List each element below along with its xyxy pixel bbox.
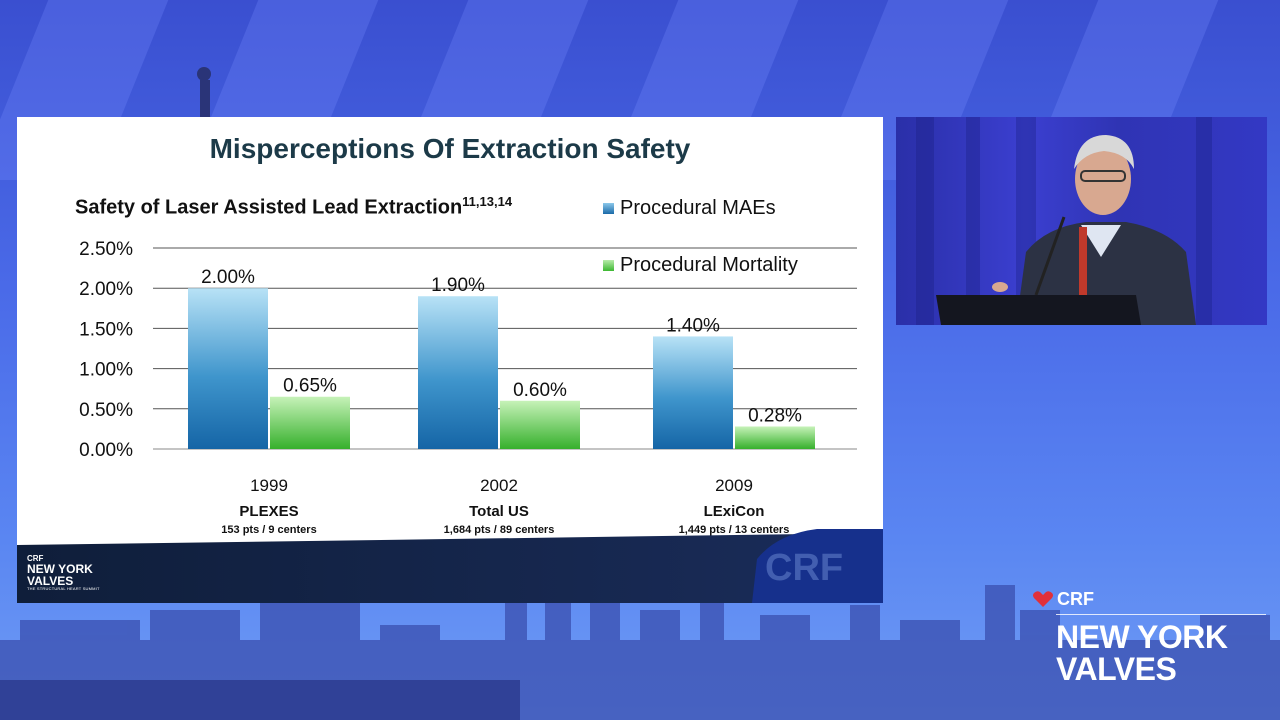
heart-icon bbox=[1033, 591, 1053, 607]
slide-footer-tagline: THE STRUCTURAL HEART SUMMIT bbox=[27, 586, 100, 591]
speaker-figure bbox=[916, 117, 1212, 325]
legend-item-mortality: Procedural Mortality bbox=[603, 254, 798, 277]
slide-title: Misperceptions Of Extraction Safety bbox=[209, 133, 691, 164]
y-tick-label: 0.00% bbox=[79, 440, 133, 461]
x-category-year: 1999 bbox=[250, 476, 288, 495]
x-category-detail: 153 pts / 9 centers bbox=[221, 524, 316, 536]
data-label: 0.65% bbox=[283, 376, 337, 397]
slide-footer-crf: CRF bbox=[27, 554, 44, 563]
chart-title-text: Safety of Laser Assisted Lead Extraction bbox=[75, 196, 463, 219]
conference-line2: VALVES bbox=[1056, 651, 1177, 687]
slide-footer-name: NEW YORK VALVES bbox=[27, 562, 93, 588]
slide-footer-band bbox=[17, 529, 883, 603]
bar-mortality bbox=[270, 396, 350, 449]
x-category-name: LExiCon bbox=[704, 503, 765, 520]
x-category-year: 2002 bbox=[480, 476, 518, 495]
conference-crf: CRF bbox=[1032, 590, 1266, 608]
legend-swatch-maes bbox=[603, 203, 614, 214]
bar-maes bbox=[418, 296, 498, 449]
conference-line1: NEW YORK bbox=[1056, 619, 1228, 655]
y-tick-label: 0.50% bbox=[79, 400, 133, 421]
y-tick-label: 1.00% bbox=[79, 360, 133, 381]
speaker-video bbox=[896, 117, 1267, 325]
legend-label-mortality: Procedural Mortality bbox=[620, 254, 798, 276]
x-category-year: 2009 bbox=[715, 476, 753, 495]
presentation-slide: Misperceptions Of Extraction Safety Safe… bbox=[17, 117, 883, 603]
bar-mortality bbox=[500, 400, 580, 449]
bar-maes bbox=[188, 288, 268, 449]
legend-label-maes: Procedural MAEs bbox=[620, 197, 776, 219]
legend-swatch-mortality bbox=[603, 260, 614, 271]
x-category-name: Total US bbox=[469, 503, 529, 520]
data-label: 2.00% bbox=[201, 267, 255, 288]
data-label: 1.40% bbox=[666, 315, 720, 336]
y-tick-label: 2.50% bbox=[79, 239, 133, 260]
data-label: 0.28% bbox=[748, 405, 802, 426]
bar-chart: 2.00% 1.90% 1.40% 0.65% 0.60% 0.28% 0.00% 0.50… bbox=[79, 239, 857, 536]
skyline-background bbox=[0, 580, 1280, 720]
y-tick-label: 2.00% bbox=[79, 279, 133, 300]
bar-mortality bbox=[735, 426, 815, 449]
crf-watermark: CRF bbox=[765, 547, 844, 589]
conference-crf-text: CRF bbox=[1057, 589, 1094, 609]
slide-footer-logo: CRF NEW YORK VALVES THE STRUCTURAL HEART… bbox=[27, 555, 107, 591]
x-category-detail: 1,684 pts / 89 centers bbox=[444, 524, 555, 536]
chart-title: Safety of Laser Assisted Lead Extraction… bbox=[75, 194, 512, 220]
y-tick-label: 1.50% bbox=[79, 319, 133, 340]
legend-item-maes: Procedural MAEs bbox=[603, 197, 776, 220]
x-category-name: PLEXES bbox=[239, 503, 298, 520]
x-category-detail: 1,449 pts / 13 centers bbox=[679, 524, 790, 536]
chart-title-superscript: 11,13,14 bbox=[462, 194, 513, 209]
bar-maes bbox=[653, 336, 733, 449]
conference-logo: CRF NEW YORK VALVES bbox=[1032, 590, 1266, 685]
data-label: 1.90% bbox=[431, 275, 485, 296]
data-label: 0.60% bbox=[513, 380, 567, 401]
conference-logo-divider bbox=[1056, 614, 1266, 615]
statue-silhouette bbox=[197, 67, 211, 120]
